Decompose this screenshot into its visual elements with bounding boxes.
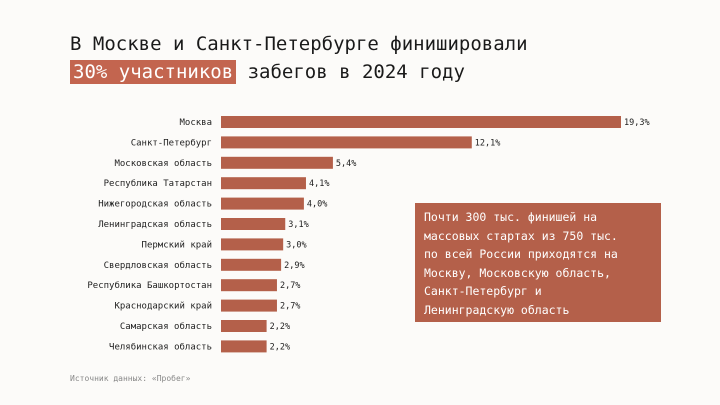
bar (221, 116, 621, 128)
bar (221, 258, 282, 271)
title-highlight: 30% участников (70, 60, 237, 84)
value-label: 2,7% (280, 281, 300, 291)
bar (221, 197, 304, 210)
category-label: Челябинская область (109, 341, 212, 352)
value-label: 3,1% (288, 220, 308, 230)
bar (221, 136, 472, 149)
callout-line: Почти 300 тыс. финишей на (424, 210, 598, 224)
bar (221, 238, 284, 251)
title-line-2: 30% участников забегов в 2024 году (70, 58, 528, 86)
value-label: 2,7% (280, 302, 300, 312)
category-label: Самарская область (120, 321, 212, 332)
bar (221, 299, 277, 312)
category-label: Пермский край (142, 240, 212, 250)
callout-line: Санкт-Петербург и (424, 284, 542, 298)
category-label: Москва (179, 118, 212, 128)
value-label: 5,4% (336, 159, 356, 169)
title-line-1: В Москве и Санкт-Петербурге финишировали (70, 33, 528, 55)
category-label: Краснодарский край (114, 302, 212, 312)
value-label: 2,2% (270, 342, 290, 352)
chart-title: В Москве и Санкт-Петербурге финишировали… (70, 30, 528, 86)
value-label: 12,1% (475, 138, 501, 148)
callout-box: Почти 300 тыс. финишей на массовых старт… (415, 203, 661, 322)
bar (221, 320, 267, 332)
value-label: 2,9% (284, 261, 304, 271)
title-line-2-rest: забегов в 2024 году (236, 61, 465, 83)
value-label: 3,0% (286, 240, 306, 250)
callout-line: Москву, Московскую область, (424, 265, 611, 280)
category-label: Московская область (114, 158, 212, 169)
callout-line: массовых стартах из 750 тыс. (424, 228, 618, 243)
value-label: 2,2% (270, 322, 290, 332)
callout-line: Ленинградскую область (424, 302, 570, 317)
bar (221, 177, 306, 190)
bar (221, 218, 286, 230)
bar (221, 340, 267, 353)
category-label: Ленинградская область (98, 219, 212, 230)
category-label: Нижегородская область (98, 199, 212, 210)
category-label: Свердловская область (104, 260, 212, 271)
value-label: 4,1% (309, 179, 329, 189)
category-label: Санкт-Петербург (131, 137, 212, 148)
source-note: Источник данных: «Пробег» (70, 374, 191, 383)
bar (221, 279, 277, 292)
callout-line: по всей России приходятся на (424, 247, 618, 261)
bar (221, 156, 333, 169)
value-label: 19,3% (624, 118, 650, 128)
category-label: Республика Татарстан (104, 178, 212, 189)
category-label: Республика Башкортостан (87, 280, 212, 291)
value-label: 4,0% (307, 200, 327, 210)
